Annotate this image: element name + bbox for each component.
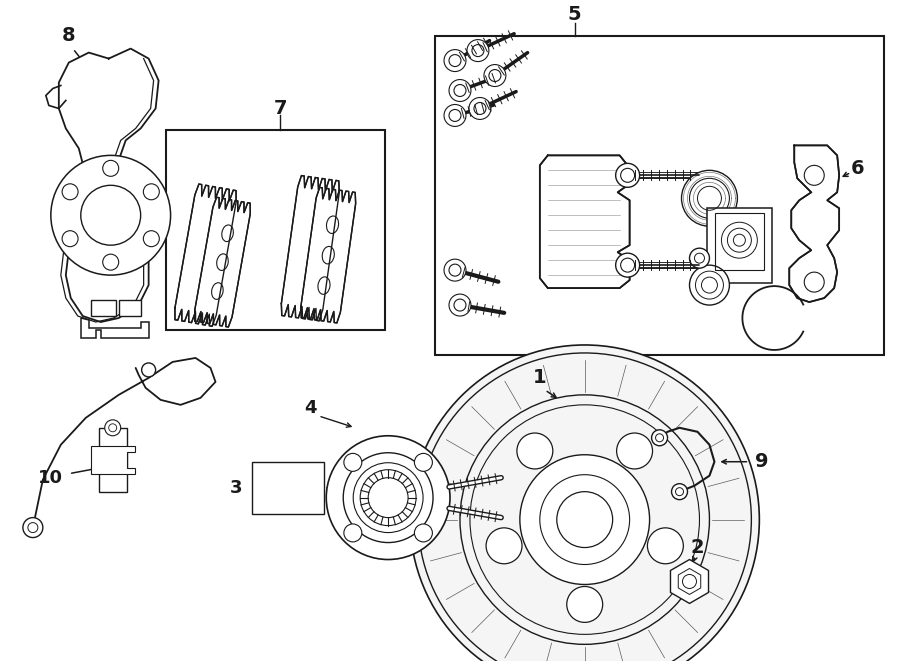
Bar bbox=[91, 300, 116, 316]
Polygon shape bbox=[282, 175, 339, 321]
Polygon shape bbox=[175, 184, 236, 326]
Polygon shape bbox=[91, 446, 135, 474]
Circle shape bbox=[567, 587, 603, 622]
Text: 3: 3 bbox=[230, 479, 242, 496]
Circle shape bbox=[344, 524, 362, 542]
Bar bbox=[707, 209, 772, 283]
Circle shape bbox=[520, 455, 650, 585]
Circle shape bbox=[449, 79, 471, 101]
Circle shape bbox=[616, 164, 640, 187]
Polygon shape bbox=[81, 318, 148, 338]
Circle shape bbox=[414, 453, 432, 471]
Text: 9: 9 bbox=[754, 452, 768, 471]
Text: 6: 6 bbox=[850, 159, 864, 178]
Circle shape bbox=[22, 518, 43, 538]
Circle shape bbox=[50, 156, 171, 275]
Circle shape bbox=[681, 170, 737, 226]
Polygon shape bbox=[789, 146, 839, 302]
Text: 4: 4 bbox=[304, 399, 317, 417]
Text: 10: 10 bbox=[38, 469, 63, 487]
Circle shape bbox=[616, 433, 652, 469]
Text: 5: 5 bbox=[568, 5, 581, 24]
Circle shape bbox=[689, 265, 729, 305]
Circle shape bbox=[104, 420, 121, 436]
Bar bbox=[119, 300, 140, 316]
Circle shape bbox=[141, 363, 156, 377]
Circle shape bbox=[517, 433, 553, 469]
Polygon shape bbox=[301, 187, 356, 323]
Circle shape bbox=[327, 436, 450, 559]
Circle shape bbox=[652, 430, 668, 446]
Circle shape bbox=[616, 253, 640, 277]
Circle shape bbox=[444, 50, 466, 71]
Polygon shape bbox=[670, 559, 708, 604]
Circle shape bbox=[449, 294, 471, 316]
Circle shape bbox=[344, 453, 362, 471]
Text: 7: 7 bbox=[274, 99, 287, 118]
Circle shape bbox=[484, 65, 506, 87]
Bar bbox=[99, 428, 127, 492]
Text: 8: 8 bbox=[62, 26, 76, 45]
Polygon shape bbox=[58, 48, 158, 322]
Circle shape bbox=[557, 492, 613, 547]
Circle shape bbox=[486, 528, 522, 564]
Bar bbox=[716, 213, 764, 270]
Bar bbox=[166, 130, 385, 330]
Circle shape bbox=[469, 97, 491, 119]
Circle shape bbox=[410, 345, 760, 662]
Circle shape bbox=[671, 484, 688, 500]
Circle shape bbox=[444, 259, 466, 281]
Text: 2: 2 bbox=[690, 538, 705, 557]
Circle shape bbox=[414, 524, 432, 542]
Bar bbox=[435, 36, 884, 355]
Circle shape bbox=[467, 40, 489, 62]
Text: 1: 1 bbox=[533, 368, 546, 387]
Circle shape bbox=[689, 248, 709, 268]
Polygon shape bbox=[194, 197, 250, 327]
Polygon shape bbox=[679, 569, 701, 594]
Circle shape bbox=[444, 105, 466, 126]
Circle shape bbox=[647, 528, 683, 564]
Bar bbox=[252, 461, 324, 514]
Polygon shape bbox=[540, 156, 630, 288]
